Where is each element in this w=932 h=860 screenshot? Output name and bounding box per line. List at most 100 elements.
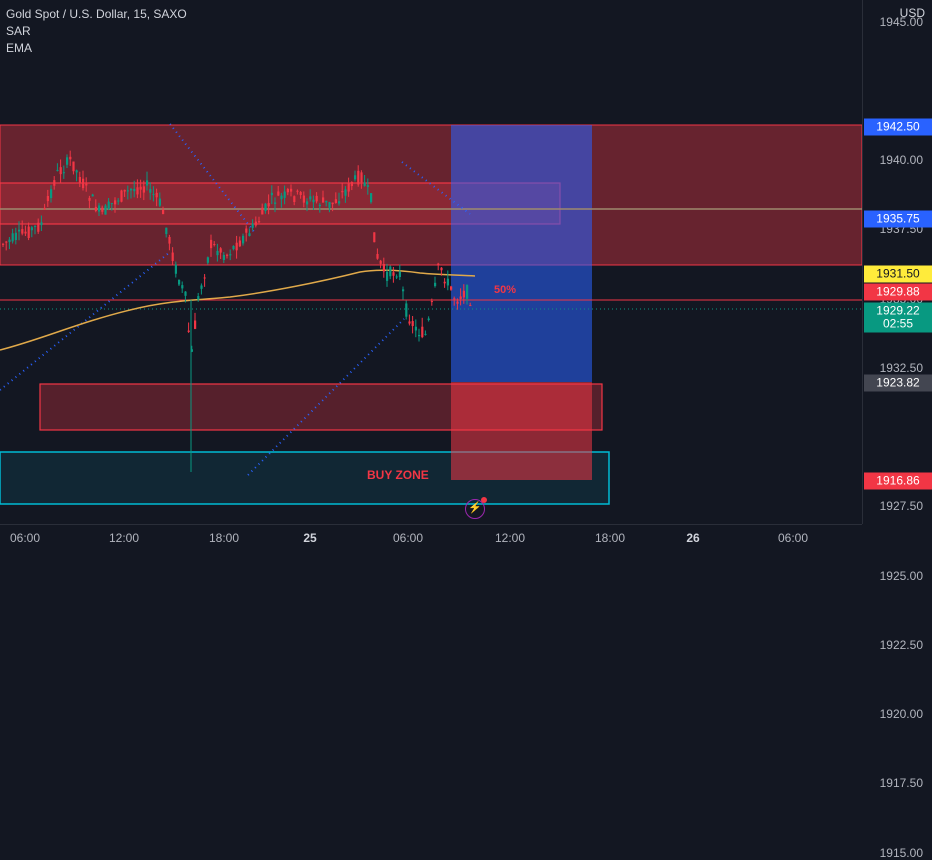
candle-body	[133, 188, 136, 192]
candle-body	[354, 175, 357, 180]
candle-body	[59, 167, 62, 175]
candle-body	[427, 318, 430, 321]
candle-body	[66, 157, 69, 165]
candle-body	[440, 267, 443, 271]
candle-body	[370, 193, 373, 203]
price-tick-label: 1927.50	[879, 499, 923, 514]
candle-body	[24, 231, 27, 234]
candle-body	[203, 277, 206, 279]
candle-body	[382, 264, 385, 272]
candle-body	[168, 236, 171, 244]
chart-pane[interactable]: Gold Spot / U.S. Dollar, 15, SAXO SAR EM…	[0, 0, 862, 524]
candle-body	[446, 278, 449, 286]
candle-body	[267, 203, 270, 207]
candle-body	[430, 301, 433, 303]
candle-body	[424, 333, 427, 335]
price-tag[interactable]: 1942.50	[864, 118, 932, 136]
indicator-sar-label[interactable]: SAR	[6, 24, 31, 38]
candle-body	[389, 266, 392, 277]
candle-body	[466, 285, 469, 299]
price-tag[interactable]: 1929.22	[864, 302, 932, 320]
candle-body	[453, 298, 456, 300]
candle-body	[78, 176, 81, 183]
candle-body	[232, 245, 235, 250]
trendlines[interactable]	[0, 123, 471, 476]
candle-body	[318, 204, 321, 207]
candle-body	[152, 194, 155, 196]
alert-dot-icon	[481, 497, 487, 503]
candle-body	[30, 227, 33, 231]
candle-body	[187, 330, 190, 332]
candle-body	[302, 195, 305, 203]
symbol-title[interactable]: Gold Spot / U.S. Dollar, 15, SAXO	[6, 7, 187, 21]
time-tick-label: 06:00	[392, 531, 424, 545]
candle-body	[46, 196, 49, 202]
candle-body	[75, 170, 78, 173]
price-tick-label: 1940.00	[879, 153, 923, 167]
candle-body	[206, 257, 209, 263]
candle-body	[14, 232, 17, 241]
price-axis[interactable]: USD 1947.501945.001940.001937.501935.001…	[862, 0, 932, 860]
candle-body	[350, 182, 353, 187]
candle-body	[69, 156, 72, 160]
candle-body	[443, 281, 446, 284]
candle-body	[94, 206, 97, 211]
price-tag[interactable]: 1935.75	[864, 210, 932, 228]
price-tag[interactable]: 02:55	[864, 315, 932, 333]
candle-body	[11, 233, 14, 242]
candle-body	[315, 195, 318, 202]
lightning-alert-icon[interactable]: ⚡	[465, 497, 487, 519]
candle-body	[290, 188, 293, 192]
price-tag[interactable]: 1929.88	[864, 283, 932, 301]
candle-body	[286, 188, 289, 193]
candle-body	[312, 199, 315, 203]
candle-body	[325, 200, 328, 203]
price-tag[interactable]: 1923.82	[864, 374, 932, 392]
currency-label[interactable]: USD	[899, 6, 925, 20]
candle-body	[2, 243, 5, 245]
candle-body	[184, 291, 187, 296]
candle-body	[347, 182, 350, 192]
candle-body	[402, 289, 405, 292]
candle-body	[245, 228, 248, 233]
price-tick-label: 1920.00	[879, 707, 923, 721]
candle-body	[190, 349, 193, 352]
price-tick-label: 1917.50	[879, 776, 923, 791]
price-tag[interactable]: 1931.50	[864, 265, 932, 283]
candle-body	[434, 282, 437, 287]
candle-body	[222, 255, 225, 260]
candle-body	[165, 227, 168, 234]
candle-body	[261, 207, 264, 215]
candle-body	[450, 286, 453, 290]
candle-body	[242, 235, 245, 244]
candle-body	[85, 183, 88, 186]
candle-body	[280, 195, 283, 200]
candle-body	[72, 161, 75, 172]
candle-body	[395, 276, 398, 278]
candle-body	[331, 202, 334, 205]
candle-body	[210, 239, 213, 249]
time-tick-label: 18:00	[208, 531, 240, 545]
time-axis[interactable]: 06:00 12:00 18:00 25 06:00 12:00 18:00 26 06:00	[0, 524, 862, 551]
price-chart[interactable]	[0, 0, 862, 524]
position-target-area[interactable]	[451, 125, 592, 382]
candle-body	[178, 279, 181, 285]
candle-body	[120, 190, 123, 202]
candle-body	[56, 169, 59, 171]
time-tick-label: 26	[686, 531, 700, 545]
candle-body	[213, 243, 216, 246]
candle-body	[62, 172, 65, 174]
candle-body	[360, 172, 363, 183]
candle-body	[82, 178, 85, 189]
candle-body	[155, 192, 158, 198]
indicator-ema-label[interactable]: EMA	[6, 41, 33, 55]
candle-body	[437, 263, 440, 265]
position-stop-area[interactable]	[451, 382, 592, 480]
candle-body	[139, 186, 142, 190]
candle-body	[181, 285, 184, 289]
candle-body	[408, 321, 411, 324]
candle-body	[114, 200, 117, 205]
price-tag[interactable]: 1916.86	[864, 472, 932, 490]
candle-body	[376, 253, 379, 259]
candle-body	[341, 191, 344, 193]
